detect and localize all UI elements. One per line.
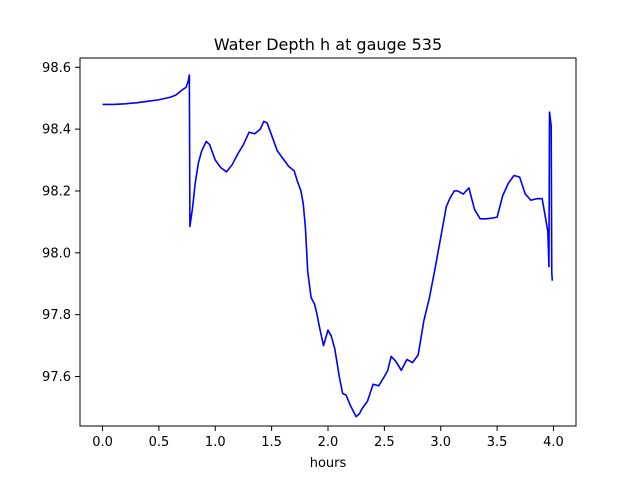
y-tick-label: 97.6 — [42, 370, 71, 385]
x-tick-label: 0.0 — [92, 435, 113, 450]
chart-title: Water Depth h at gauge 535 — [214, 35, 442, 54]
y-axis: 97.6 97.8 98.0 98.2 98.4 98.6 — [42, 61, 80, 385]
x-tick-label: 2.0 — [318, 435, 339, 450]
y-tick-label: 98.6 — [42, 61, 71, 76]
x-axis-label: hours — [310, 456, 347, 471]
x-tick-label: 0.5 — [149, 435, 170, 450]
y-tick-label: 97.8 — [42, 308, 71, 323]
x-axis: 0.0 0.5 1.0 1.5 2.0 2.5 3.0 3.5 4.0 — [92, 426, 564, 450]
plot-area — [102, 74, 554, 418]
y-tick-label: 98.0 — [42, 246, 71, 261]
x-tick-label: 3.0 — [430, 435, 451, 450]
x-tick-label: 2.5 — [374, 435, 395, 450]
x-tick-label: 4.0 — [543, 435, 564, 450]
x-tick-label: 1.0 — [205, 435, 226, 450]
series-line — [102, 74, 554, 418]
y-tick-label: 98.4 — [42, 123, 71, 138]
y-tick-label: 98.2 — [42, 184, 71, 199]
x-tick-label: 3.5 — [487, 435, 508, 450]
x-tick-label: 1.5 — [261, 435, 282, 450]
